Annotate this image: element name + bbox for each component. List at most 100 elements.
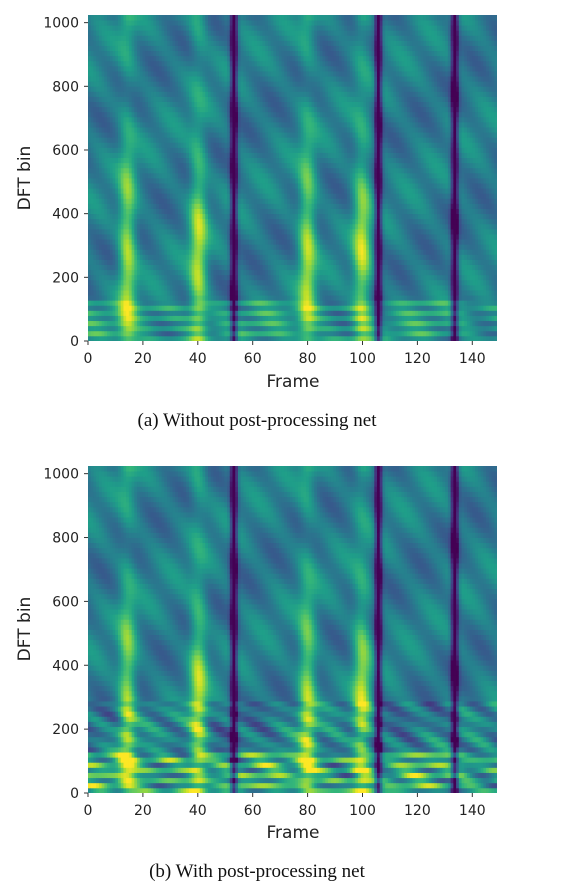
heatmap-cell bbox=[213, 264, 217, 271]
heatmap-cell bbox=[158, 228, 163, 235]
heatmap-cell bbox=[169, 264, 173, 271]
heatmap-cell bbox=[177, 20, 182, 26]
heatmap-cell bbox=[210, 152, 214, 159]
heatmap-cell bbox=[112, 330, 116, 337]
heatmap-cell bbox=[96, 330, 100, 337]
heatmap-cell bbox=[295, 244, 299, 250]
heatmap-cell bbox=[183, 91, 187, 97]
heatmap-cell bbox=[191, 152, 195, 159]
heatmap-cell bbox=[270, 111, 274, 118]
heatmap-cell bbox=[117, 249, 122, 255]
heatmap-cell bbox=[262, 172, 266, 179]
heatmap-cell bbox=[259, 203, 263, 209]
heatmap-cell bbox=[243, 91, 247, 97]
heatmap-cell bbox=[90, 264, 94, 271]
heatmap-cell bbox=[172, 218, 176, 225]
heatmap-cell bbox=[199, 91, 203, 97]
heatmap-cell bbox=[273, 295, 277, 301]
heatmap-cell bbox=[284, 330, 288, 337]
heatmap-cell bbox=[254, 264, 258, 271]
heatmap-cell bbox=[117, 178, 122, 184]
heatmap-cell bbox=[131, 172, 135, 179]
heatmap-cell bbox=[221, 60, 225, 67]
heatmap-cell bbox=[251, 244, 255, 250]
heatmap-cell bbox=[194, 228, 198, 235]
heatmap-cell bbox=[142, 269, 146, 276]
heatmap-cell bbox=[243, 259, 247, 265]
heatmap-cell bbox=[164, 15, 168, 21]
heatmap-cell bbox=[96, 121, 100, 128]
heatmap-cell bbox=[287, 55, 291, 62]
heatmap-cell bbox=[207, 320, 212, 327]
heatmap-cell bbox=[257, 188, 261, 194]
heatmap-cell bbox=[131, 71, 135, 77]
heatmap-cell bbox=[278, 76, 282, 82]
heatmap-cell bbox=[90, 30, 94, 36]
heatmap-cell bbox=[207, 20, 212, 26]
heatmap-cell bbox=[112, 244, 116, 250]
heatmap-cell bbox=[90, 65, 94, 72]
heatmap-cell bbox=[164, 325, 168, 332]
heatmap-cell bbox=[134, 40, 138, 46]
heatmap-cell bbox=[287, 183, 291, 189]
heatmap-cell bbox=[117, 259, 122, 265]
heatmap-cell bbox=[147, 295, 152, 301]
heatmap-cell bbox=[131, 127, 135, 133]
heatmap-cell bbox=[289, 81, 293, 87]
heatmap-cell bbox=[210, 295, 214, 301]
heatmap-cell bbox=[254, 167, 258, 174]
heatmap-cell bbox=[123, 284, 127, 291]
heatmap-cell bbox=[213, 157, 217, 164]
heatmap-cell bbox=[295, 127, 299, 133]
heatmap-cell bbox=[117, 101, 122, 108]
heatmap-cell bbox=[107, 208, 111, 215]
heatmap-cell bbox=[161, 172, 165, 179]
heatmap-cell bbox=[188, 310, 193, 316]
heatmap-cell bbox=[243, 213, 247, 220]
heatmap-cell bbox=[251, 76, 255, 82]
heatmap-cell bbox=[156, 65, 160, 72]
heatmap-cell bbox=[120, 162, 124, 169]
heatmap-cell bbox=[88, 218, 92, 225]
heatmap-cell bbox=[229, 330, 233, 337]
heatmap-cell bbox=[265, 60, 269, 67]
heatmap-cell bbox=[251, 320, 255, 327]
heatmap-cell bbox=[96, 55, 100, 62]
heatmap-cell bbox=[278, 218, 282, 225]
heatmap-cell bbox=[281, 121, 285, 128]
heatmap-cell bbox=[153, 76, 157, 82]
heatmap-cell bbox=[276, 121, 280, 128]
heatmap-cell bbox=[88, 50, 92, 57]
heatmap-cell bbox=[235, 218, 239, 225]
heatmap-cell bbox=[177, 234, 182, 240]
heatmap-cell bbox=[117, 335, 122, 341]
heatmap-cell bbox=[202, 274, 206, 281]
heatmap-cell bbox=[126, 116, 130, 123]
heatmap-cell bbox=[177, 249, 182, 255]
heatmap-cell bbox=[167, 290, 171, 296]
heatmap-cell bbox=[191, 137, 195, 143]
heatmap-cell bbox=[169, 15, 173, 21]
heatmap-cell bbox=[270, 20, 274, 26]
heatmap-cell bbox=[199, 35, 203, 41]
heatmap-cell bbox=[147, 45, 152, 52]
heatmap-cell bbox=[194, 157, 198, 164]
heatmap-cell bbox=[104, 71, 108, 77]
heatmap-cell bbox=[180, 223, 184, 230]
heatmap-cell bbox=[257, 60, 261, 67]
heatmap-cell bbox=[254, 25, 258, 31]
heatmap-cell bbox=[218, 157, 223, 164]
heatmap-cell bbox=[243, 330, 247, 337]
heatmap-cell bbox=[142, 40, 146, 46]
heatmap-cell bbox=[295, 315, 299, 322]
heatmap-cell bbox=[175, 71, 179, 77]
heatmap-cell bbox=[295, 178, 299, 184]
heatmap-cell bbox=[267, 157, 272, 164]
heatmap-cell bbox=[259, 218, 263, 225]
heatmap-cell bbox=[180, 111, 184, 118]
heatmap-cell bbox=[93, 147, 97, 153]
heatmap-cell bbox=[273, 284, 277, 291]
heatmap-cell bbox=[287, 60, 291, 67]
heatmap-cell bbox=[273, 264, 277, 271]
heatmap-cell bbox=[237, 239, 242, 245]
